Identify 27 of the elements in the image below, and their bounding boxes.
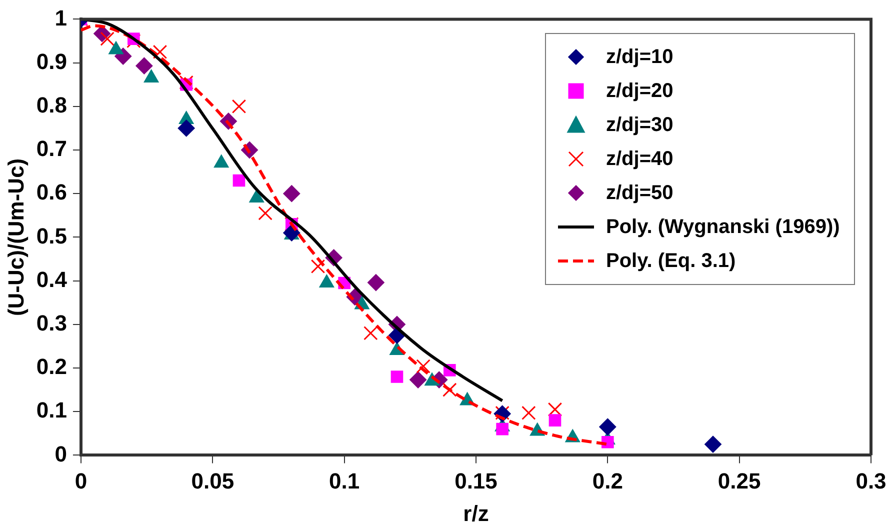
x-tick-label: 0.3 (856, 468, 886, 494)
legend-label: Poly. (Eq. 3.1) (606, 250, 736, 273)
y-tick-label: 0.8 (36, 92, 67, 118)
y-tick-label: 0.3 (36, 310, 67, 336)
legend-label: z/dj=30 (606, 114, 674, 137)
y-tick-label: 0.9 (36, 48, 67, 74)
y-tick-label: 0.7 (36, 136, 67, 162)
y-axis-title: (U-Uc)/(Um-Uc) (3, 158, 28, 316)
y-tick-label: 0.5 (36, 223, 67, 248)
y-tick-label: 0.4 (36, 266, 68, 292)
y-tick-label: 1 (54, 5, 67, 30)
y-tick-label: 0 (54, 441, 67, 466)
x-tick-label: 0.15 (454, 468, 498, 494)
x-tick-label: 0 (74, 468, 88, 494)
x-tick-label: 0.2 (592, 468, 623, 494)
x-tick-label: 0.25 (718, 468, 761, 494)
legend-label: Poly. (Wygnanski (1969)) (606, 216, 840, 239)
x-tick-label: 0.1 (329, 468, 360, 494)
legend-label: z/dj=20 (606, 80, 674, 103)
y-tick-label: 0.2 (36, 354, 67, 380)
legend-label: z/dj=50 (606, 182, 674, 205)
y-tick-label: 0.1 (36, 398, 67, 423)
legend-label: z/dj=10 (606, 46, 674, 69)
x-axis-title: r/z (463, 500, 489, 526)
x-tick-label: 0.05 (191, 468, 234, 494)
legend-label: z/dj=40 (606, 148, 674, 171)
y-tick-label: 0.6 (36, 180, 67, 205)
